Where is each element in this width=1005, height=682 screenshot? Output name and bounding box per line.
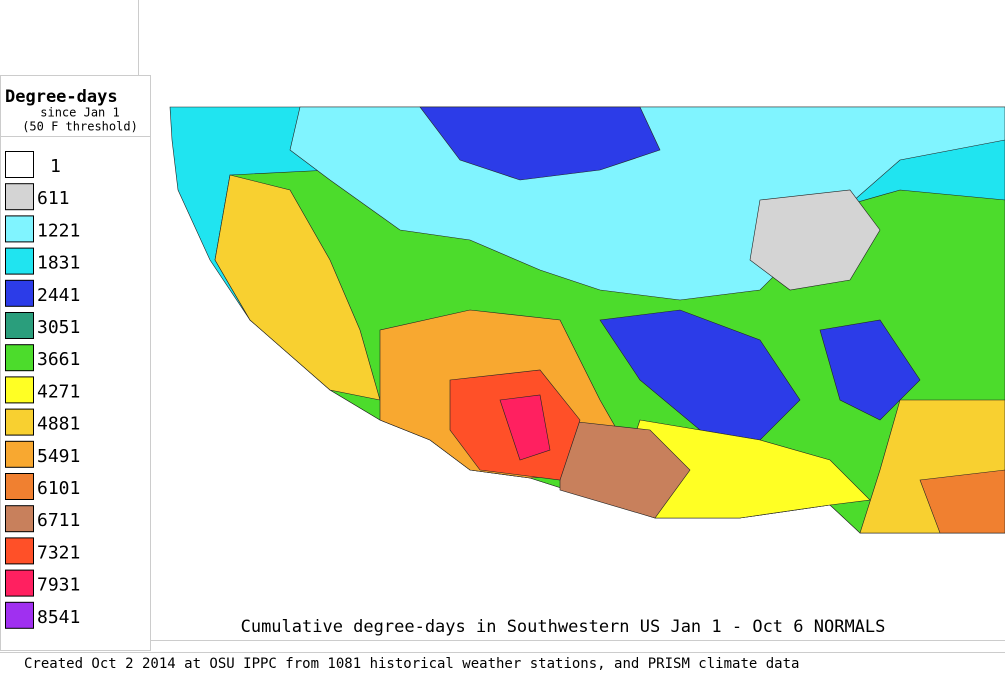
legend-swatch <box>5 505 34 533</box>
legend-swatch <box>5 312 34 339</box>
legend-label: 611 <box>37 188 70 209</box>
map-region <box>419 106 661 181</box>
legend-swatch <box>5 473 34 500</box>
legend-label: 4271 <box>37 381 80 402</box>
legend-swatch <box>5 376 34 404</box>
legend-label: 7321 <box>37 542 80 563</box>
legend-subtitle: since Jan 1 <box>40 106 119 120</box>
legend-label: 5491 <box>37 446 80 467</box>
legend-swatch <box>5 569 34 597</box>
legend-title: Degree-days <box>5 87 118 107</box>
legend-swatch <box>5 408 34 436</box>
legend-swatch <box>5 151 34 178</box>
legend-swatch <box>5 183 34 211</box>
legend-swatch <box>5 601 34 629</box>
map-region <box>749 189 881 291</box>
legend-label: 3661 <box>37 349 80 370</box>
legend-label: 1 <box>50 156 61 177</box>
legend-label: 1221 <box>37 220 80 241</box>
map-region <box>499 394 551 461</box>
legend-label: 1831 <box>37 253 80 274</box>
map <box>169 106 1005 534</box>
map-region <box>919 469 1005 534</box>
legend-swatch <box>5 247 34 275</box>
legend-swatch <box>5 440 34 468</box>
legend-note: (50 F threshold) <box>22 120 138 134</box>
footer: Created Oct 2 2014 at OSU IPPC from 1081… <box>24 656 799 672</box>
legend: 1 611 1221 1831 2441 3051 3661 4271 4881 5491 6101… <box>5 151 80 629</box>
map-title: Cumulative degree-days in Southwestern U… <box>241 617 886 637</box>
legend-label: 7931 <box>37 575 80 596</box>
legend-swatch <box>5 344 34 372</box>
map-region <box>599 309 801 441</box>
legend-label: 3051 <box>37 317 80 338</box>
legend-label: 6711 <box>37 510 80 531</box>
legend-label: 2441 <box>37 285 80 306</box>
legend-swatch <box>5 215 34 243</box>
legend-swatch <box>5 537 34 565</box>
legend-swatch <box>5 279 34 307</box>
legend-frame <box>0 75 151 651</box>
legend-label: 4881 <box>37 414 80 435</box>
legend-label: 6101 <box>37 478 80 499</box>
legend-label: 8541 <box>37 607 80 628</box>
